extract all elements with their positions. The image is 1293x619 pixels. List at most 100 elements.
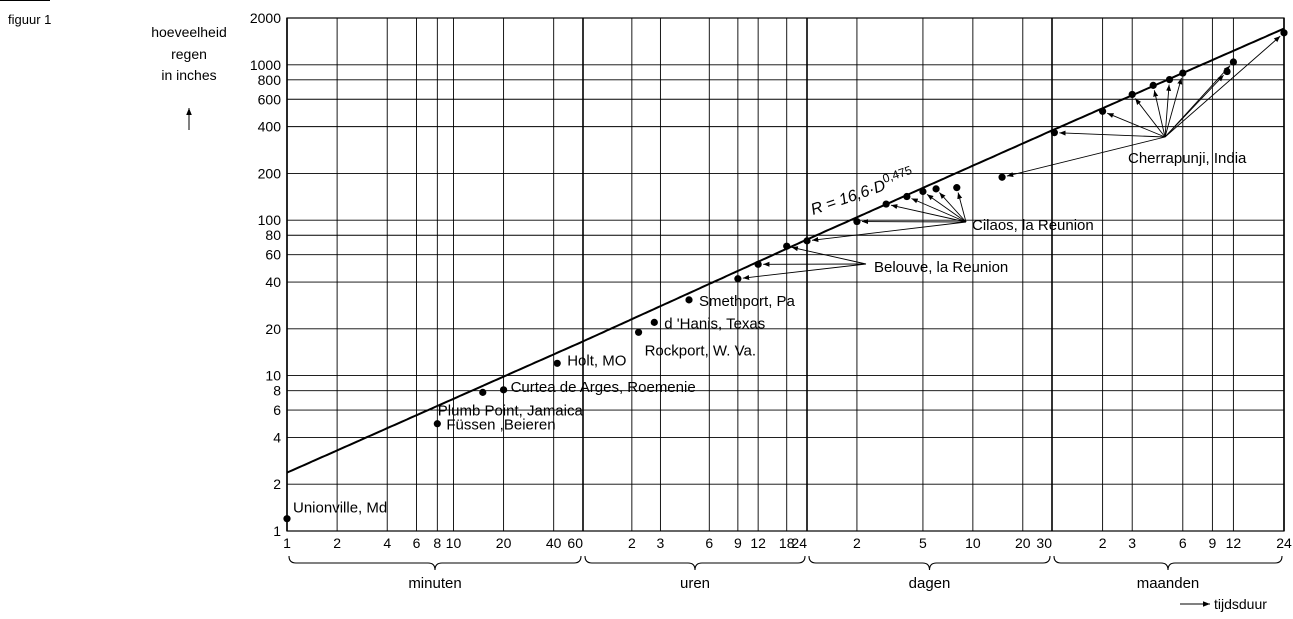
data-point [882,200,890,208]
station-label: Belouve, la Reunion [874,259,1008,276]
data-point [783,242,791,250]
data-point [1050,129,1058,137]
callout-arrow [742,263,867,280]
y-tick-label: 2000 [250,10,281,26]
callout-arrow [1059,130,1166,138]
y-tick-label: 800 [258,72,282,88]
station-label: d 'Hanis, Texas [664,315,765,332]
y-tick-label: 40 [265,274,281,290]
grid [286,17,1285,532]
y-tick-label: 6 [273,402,281,418]
y-axis-label: regen [171,46,207,62]
callout-arrow [911,198,967,223]
figure-label: figuur 1 [8,12,52,27]
data-point [919,187,927,196]
fit-equation: R = 16,6·D0,475 [807,163,916,219]
y-tick-label: 600 [258,91,282,107]
y-tick-label: 80 [265,227,281,243]
group-brace [584,555,806,571]
station-label: Plumb Point, Jamaica [438,402,584,419]
x-tick-label: 12 [750,535,766,551]
x-tick-label: 2 [628,535,636,551]
data-point [553,359,561,367]
callout-arrow [939,192,967,223]
group-brace [808,555,1051,571]
x-tick-label: 3 [1128,535,1136,551]
station-label: Unionville, Md [293,500,387,517]
y-tick-label: 200 [258,165,282,181]
y-tick-label: 400 [258,119,282,135]
x-tick-label: 2 [1099,535,1107,551]
data-point [1165,75,1174,84]
data-point [650,318,658,326]
y-tick-label: 2 [273,476,281,492]
callout-arrow [1134,98,1166,138]
x-tick-label: 9 [1209,535,1217,551]
x-tick-label: 2 [853,535,861,551]
data-point [932,185,940,193]
data-point [953,184,961,192]
y-axis-label: hoeveelheid [151,24,227,40]
y-tick-label: 100 [258,212,282,228]
station-label: Cherrapunji, India [1128,150,1247,167]
group-brace [1053,555,1283,571]
x-tick-label: 2 [333,535,341,551]
x-tick-label: 6 [705,535,713,551]
x-tick-label: 24 [791,535,807,551]
station-label: Smethport, Pa [699,293,796,310]
callout-arrow [811,221,967,243]
data-point [1179,69,1187,77]
data-point [1099,107,1107,115]
x-group-label: minuten [408,575,461,592]
y-tick-label: 20 [265,321,281,337]
x-tick-label: 3 [657,535,665,551]
callout-arrow [890,204,967,223]
fit-line [286,27,1285,474]
callout-arrow [1164,35,1281,138]
data-point [1128,90,1136,99]
y-axis-label: in inches [161,67,216,83]
x-tick-label: 20 [496,535,512,551]
data-point [754,260,762,268]
x-group-label: maanden [1137,575,1200,592]
y-tick-label: 8 [273,383,281,399]
data-point [499,386,508,394]
x-tick-label: 30 [1036,535,1052,551]
x-tick-label: 10 [446,535,462,551]
data-point [479,388,487,396]
x-axis-label: tijdsduur [1214,596,1267,612]
data-point [634,328,643,336]
fit-line-layer [286,27,1285,474]
x-tick-label: 4 [383,535,391,551]
x-group-label: dagen [909,575,951,592]
x-tick-label: 8 [433,535,441,551]
data-points [283,29,1288,523]
data-point [1229,58,1237,66]
callout-arrow [926,194,967,223]
station-label: Füssen ,Beieren [446,417,555,434]
station-label: Curtea de Arges, Roemenie [511,379,696,396]
callout-arrow [1006,136,1166,177]
plot-frame [286,17,1285,532]
data-point [433,420,441,428]
station-label: Holt, MO [567,352,626,369]
figure-rule [0,0,50,1]
callout-arrow [957,192,967,223]
x-tick-label: 6 [413,535,421,551]
data-point [1149,81,1157,89]
x-tick-label: 18 [779,535,795,551]
data-point [734,275,742,283]
data-point [803,237,811,245]
station-label: Rockport, W. Va. [645,342,756,359]
y-tick-label: 1000 [250,57,281,73]
x-tick-label: 1 [283,535,291,551]
data-point [853,217,861,226]
group-brace [288,555,582,571]
data-point [685,296,693,304]
x-tick-label: 5 [919,535,927,551]
callout-arrow [1164,77,1183,138]
callout-arrows [742,35,1281,280]
y-tick-label: 1 [273,523,281,539]
x-tick-label: 24 [1276,535,1292,551]
x-tick-label: 9 [734,535,742,551]
